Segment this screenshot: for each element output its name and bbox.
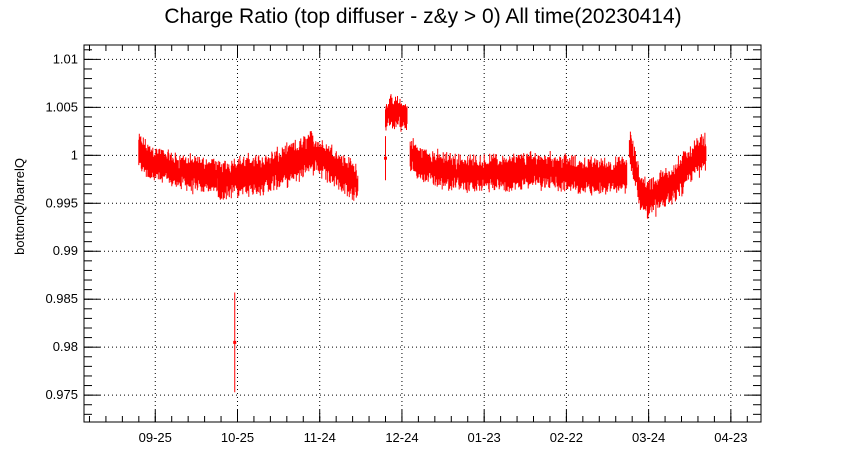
- y-tick-label: 0.985: [45, 291, 78, 306]
- y-tick-label: 0.99: [53, 243, 78, 258]
- chart-title: Charge Ratio (top diffuser - z&y > 0) Al…: [164, 5, 682, 28]
- x-tick-label: 02-22: [550, 430, 583, 445]
- x-tick-label: 04-23: [714, 430, 747, 445]
- x-tick-label: 11-24: [304, 430, 336, 445]
- y-tick-label: 1.01: [53, 51, 78, 66]
- series-segment: [628, 131, 707, 219]
- series-segment: [385, 94, 408, 132]
- y-axis-label: bottomQ/barrelQ: [12, 158, 27, 255]
- y-tick-label: 1.005: [45, 99, 78, 114]
- data-points: [385, 94, 408, 132]
- data-points: [628, 131, 707, 219]
- series-segment: [138, 133, 219, 195]
- outlier-point: [383, 156, 387, 160]
- series-segment: [409, 138, 628, 196]
- x-tick-label: 09-25: [139, 430, 172, 445]
- y-tick-label: 0.975: [45, 387, 78, 402]
- data-points: [409, 138, 628, 196]
- axes: 0.975 0.98 0.985 0.99 0.995 1 1.005 1.01 09-25 10…: [45, 45, 761, 445]
- series-segment: [217, 131, 359, 201]
- x-tick-label: 01-23: [468, 430, 501, 445]
- data-series: [138, 94, 707, 393]
- y-tick-label: 0.98: [53, 339, 78, 354]
- data-points: [217, 131, 359, 201]
- x-tick-label: 12-24: [385, 430, 418, 445]
- y-tick-label: 0.995: [45, 195, 78, 210]
- x-tick-label: 10-25: [221, 430, 254, 445]
- x-tick-label: 03-24: [632, 430, 665, 445]
- outlier-point: [233, 340, 237, 344]
- plot-frame: [83, 44, 762, 423]
- grid-lines: [84, 45, 761, 422]
- data-points: [138, 133, 219, 195]
- y-tick-label: 1: [71, 147, 78, 162]
